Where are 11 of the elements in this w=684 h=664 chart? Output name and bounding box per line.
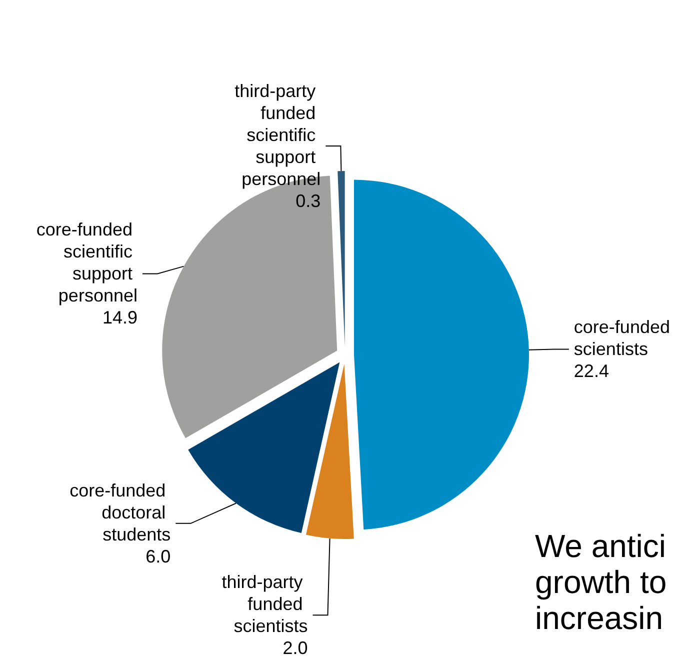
- text: We antici growth to increasin: [535, 528, 667, 636]
- slice-label: core-funded scientists: [574, 317, 675, 360]
- data-label: 14.9: [102, 308, 138, 328]
- data-label: 0.3: [296, 191, 321, 212]
- data-label: 6.0: [146, 546, 171, 566]
- slice-label: third-party funded scientists: [222, 572, 308, 636]
- data-label: 2.0: [282, 638, 308, 658]
- slice-label: third-party funded scientific support personnel: [234, 81, 321, 190]
- slice-label: core-funded doctoral students: [70, 480, 171, 544]
- data-label: 22.4: [574, 361, 609, 382]
- slice-label: core-funded scientific support personnel: [36, 220, 138, 306]
